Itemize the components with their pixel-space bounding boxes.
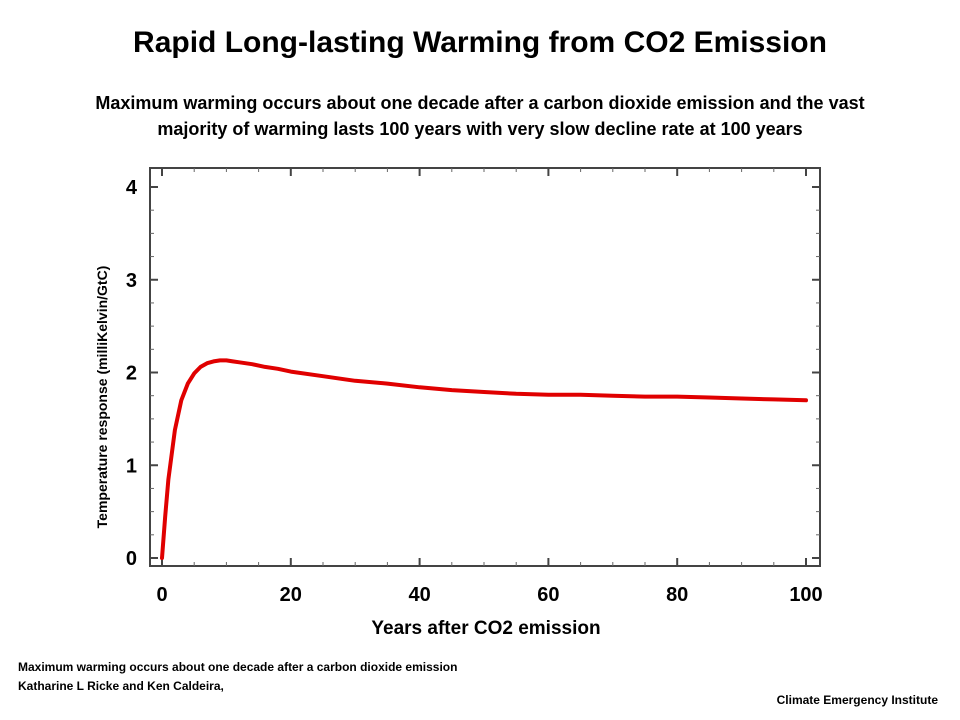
x-axis-label: Years after CO2 emission bbox=[371, 618, 600, 639]
x-tick-label: 0 bbox=[156, 584, 167, 606]
y-tick-label: 0 bbox=[126, 548, 137, 570]
caption-line-1: Maximum warming occurs about one decade … bbox=[18, 660, 458, 674]
x-tick-label: 100 bbox=[789, 584, 822, 606]
x-tick-label: 20 bbox=[280, 584, 302, 606]
chart-subtitle: Maximum warming occurs about one decade … bbox=[20, 90, 940, 142]
x-tick-label: 40 bbox=[408, 584, 430, 606]
y-tick-label: 1 bbox=[126, 455, 137, 477]
x-tick-label: 60 bbox=[537, 584, 559, 606]
y-axis-ticks: 0 1 2 3 4 bbox=[126, 177, 820, 570]
temperature-response-line bbox=[160, 358, 808, 560]
x-tick-label: 80 bbox=[666, 584, 688, 606]
x-axis-ticks: 0 20 40 60 80 100 bbox=[156, 168, 823, 606]
subtitle-line-1: Maximum warming occurs about one decade … bbox=[95, 93, 865, 113]
y-tick-label: 2 bbox=[126, 363, 137, 385]
y-tick-label: 4 bbox=[126, 177, 138, 199]
chart-title: Rapid Long-lasting Warming from CO2 Emis… bbox=[133, 26, 827, 59]
y-tick-label: 3 bbox=[126, 270, 137, 292]
plot-frame bbox=[149, 167, 821, 567]
source-caption: Maximum warming occurs about one decade … bbox=[18, 658, 457, 696]
caption-line-2: Katharine L Ricke and Ken Caldeira, bbox=[18, 679, 224, 693]
y-axis-label: Temperature response (milliKelvin/GtC) bbox=[94, 266, 110, 529]
credit-text: Climate Emergency Institute bbox=[776, 693, 938, 707]
subtitle-line-2: majority of warming lasts 100 years with… bbox=[157, 119, 803, 139]
